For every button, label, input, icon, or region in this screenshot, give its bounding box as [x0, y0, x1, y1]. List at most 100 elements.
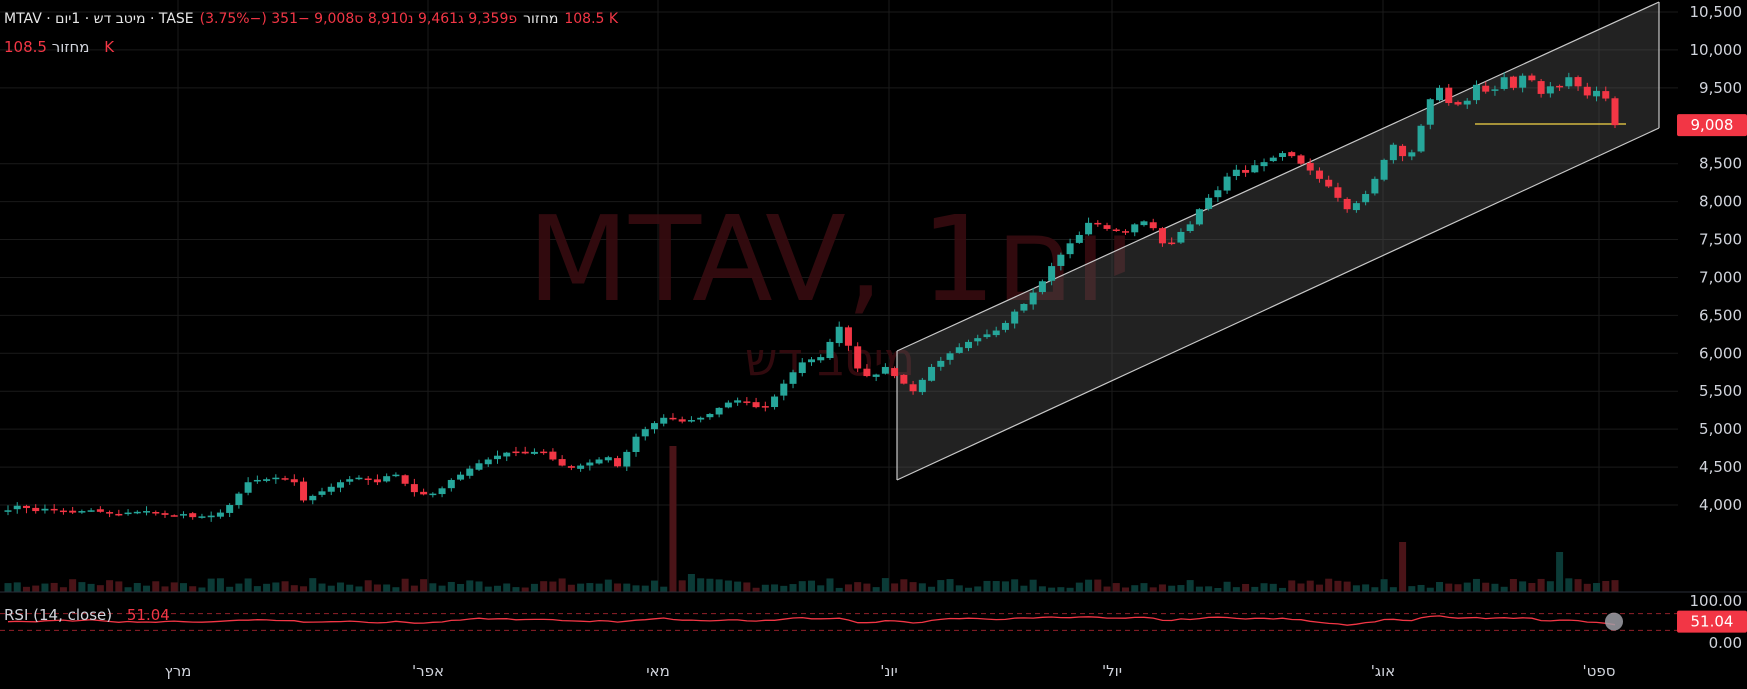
candle-body — [530, 451, 538, 454]
time-tick-label: 'ספט — [1583, 662, 1616, 680]
candle-body — [1399, 145, 1407, 157]
candle-body — [1122, 231, 1130, 233]
volume-bar — [854, 582, 862, 592]
price-tick-label: 6,500 — [1699, 306, 1742, 324]
candle-body — [272, 477, 280, 480]
candle-body — [1057, 254, 1065, 266]
price-tick-label: 7,000 — [1699, 268, 1742, 286]
candles — [4, 72, 1619, 522]
candle-body — [503, 452, 511, 457]
volume-bar — [835, 587, 843, 592]
price-tick-label: 10,500 — [1690, 3, 1743, 21]
candle-body — [789, 372, 797, 384]
volume-bar — [78, 582, 86, 592]
candle-body — [1260, 162, 1268, 167]
volume-bar — [623, 583, 631, 592]
candle-body — [798, 362, 806, 374]
volume-bar — [272, 582, 280, 592]
candle-body — [1602, 91, 1610, 99]
volume-bar — [50, 582, 58, 592]
candle-body — [1186, 224, 1194, 232]
candle-body — [1519, 75, 1527, 88]
candle-body — [650, 423, 658, 430]
candle-body — [392, 474, 400, 477]
volume-bar — [300, 586, 308, 592]
candle-body — [143, 511, 151, 513]
candle-body — [835, 326, 843, 344]
volume-bar — [124, 587, 132, 592]
candle-body — [457, 474, 465, 480]
volume-bar — [1482, 582, 1490, 592]
candle-body — [918, 379, 926, 393]
candle-body — [493, 455, 501, 460]
volume-bar — [614, 583, 622, 592]
volume-bar — [1038, 586, 1046, 592]
candle-body — [300, 481, 308, 501]
volume-bar — [955, 585, 963, 592]
candle-body — [1001, 322, 1009, 330]
candle-body — [1325, 179, 1333, 187]
volume-bar — [32, 585, 40, 592]
candle-body — [475, 463, 483, 470]
volume-bars — [4, 446, 1619, 592]
candle-body — [1232, 169, 1240, 177]
rsi-last-dot — [1605, 612, 1623, 631]
volume-bar — [1122, 587, 1130, 592]
volume-bar — [577, 583, 585, 592]
volume-bar — [1408, 586, 1416, 592]
candle-body — [1011, 311, 1019, 324]
candle-body — [124, 512, 132, 515]
volume-bar — [1223, 581, 1231, 592]
candle-body — [540, 451, 548, 454]
candle-body — [678, 419, 686, 422]
candle-body — [346, 479, 354, 482]
candle-body — [771, 396, 779, 408]
candle-body — [567, 466, 575, 468]
volume-bar — [392, 587, 400, 592]
candle-body — [364, 478, 372, 481]
volume-bar — [752, 587, 760, 592]
time-axis: מרץ 'אפר מאי 'יונ 'יול 'אוג 'ספט — [165, 662, 1616, 680]
volume-bar — [1380, 579, 1388, 592]
volume-bar — [161, 586, 169, 592]
candle-body — [253, 479, 261, 482]
candle-body — [244, 482, 252, 493]
volume-bar — [1177, 585, 1185, 592]
candle-body — [115, 513, 123, 516]
candle-body — [161, 513, 169, 515]
candle-body — [87, 510, 95, 512]
rsi-axis-label-0: 0.00 — [1709, 634, 1742, 652]
volume-bar — [1094, 579, 1102, 592]
candle-body — [863, 368, 871, 377]
volume-bar — [1075, 582, 1083, 592]
volume-bar — [780, 585, 788, 592]
candle-body — [687, 420, 695, 422]
candle-body — [1556, 85, 1564, 88]
candle-body — [715, 407, 723, 415]
candle-body — [1426, 99, 1434, 125]
candle-body — [1472, 84, 1480, 101]
volume-bar — [1417, 584, 1425, 592]
volume-bar — [734, 581, 742, 592]
candle-body — [1251, 165, 1259, 173]
volume-bar — [281, 581, 289, 592]
header-volume-label: מחזור — [523, 11, 559, 27]
volume-bar — [59, 587, 67, 592]
volume-bar — [1602, 580, 1610, 592]
candle-body — [881, 366, 889, 374]
volume-bar — [974, 586, 982, 592]
volume-bar — [512, 587, 520, 592]
volume-bar — [309, 578, 317, 592]
volume-bar — [1140, 583, 1148, 592]
candle-body — [1168, 242, 1176, 245]
price-tick-label: 4,000 — [1699, 496, 1742, 514]
candle-body — [1417, 125, 1425, 152]
candle-body — [1343, 198, 1351, 210]
candle-body — [1408, 152, 1416, 157]
candle-body — [13, 505, 21, 510]
candle-body — [1297, 155, 1305, 164]
volume-bar — [872, 587, 880, 592]
volume-bar — [1260, 583, 1268, 592]
volume-bar — [189, 586, 197, 592]
